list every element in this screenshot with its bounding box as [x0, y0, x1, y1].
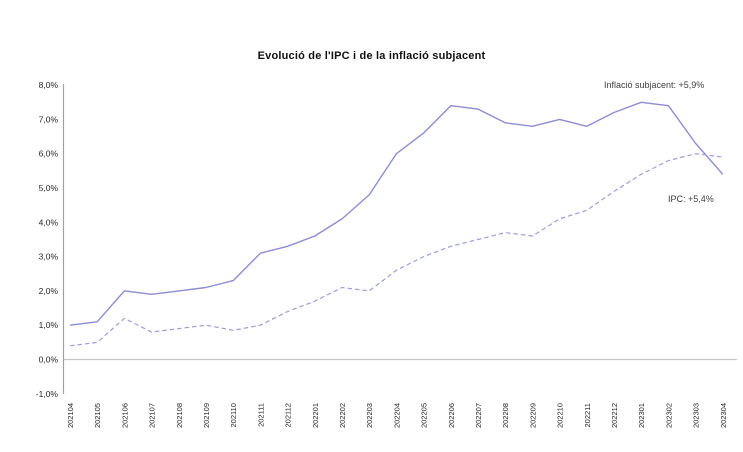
ipc-end-label: IPC: +5,4% — [668, 194, 714, 204]
y-axis-label: 7,0% — [39, 114, 59, 124]
x-axis-label: 202105 — [93, 403, 102, 428]
x-axis-label: 202212 — [610, 403, 619, 428]
x-axis-label: 202112 — [284, 403, 293, 427]
core-inflation-line — [69, 153, 723, 347]
y-axis-label: 4,0% — [39, 217, 59, 227]
y-axis-label: 1,0% — [39, 320, 59, 330]
x-axis-label: 202204 — [392, 403, 401, 428]
ipc-line — [69, 101, 724, 326]
core-inflation-end-label: Inflació subjacent: +5,9% — [604, 80, 705, 90]
x-axis-label: 202201 — [311, 403, 320, 428]
x-axis-label: 202304 — [719, 403, 728, 428]
y-axis-label: -1,0% — [36, 389, 59, 399]
x-axis-label: 202207 — [474, 403, 483, 428]
x-axis-label: 202302 — [664, 403, 673, 428]
chart-title: Evolució de l'IPC i de la inflació subja… — [257, 50, 486, 62]
x-axis-label: 202206 — [447, 403, 456, 428]
x-axis-label: 202210 — [556, 403, 565, 428]
x-axis-label: 202209 — [528, 403, 537, 428]
y-axis-label: 6,0% — [39, 149, 59, 159]
y-axis-label: 8,0% — [39, 80, 59, 90]
x-axis-label: 202108 — [175, 403, 184, 428]
x-axis-label: 202208 — [501, 403, 510, 428]
x-axis-label: 202303 — [692, 403, 701, 428]
x-axis-label: 202205 — [420, 403, 429, 428]
x-axis-label: 202211 — [583, 403, 592, 427]
x-axis-label: 202111 — [256, 403, 265, 427]
x-axis-label: 202106 — [120, 403, 129, 428]
x-axis-label: 202104 — [66, 403, 75, 428]
x-axis-label: 202203 — [365, 403, 374, 428]
y-axis-label: 0,0% — [39, 355, 59, 365]
x-axis-label: 202109 — [202, 403, 211, 428]
y-axis-label: 3,0% — [39, 252, 59, 262]
x-axis-label: 202301 — [637, 403, 646, 428]
y-axis-label: 5,0% — [39, 183, 59, 193]
x-axis-label: 202202 — [338, 403, 347, 428]
y-axis-label: 2,0% — [39, 286, 59, 296]
x-axis-label: 202110 — [229, 403, 238, 427]
x-axis-label: 202107 — [148, 403, 157, 428]
